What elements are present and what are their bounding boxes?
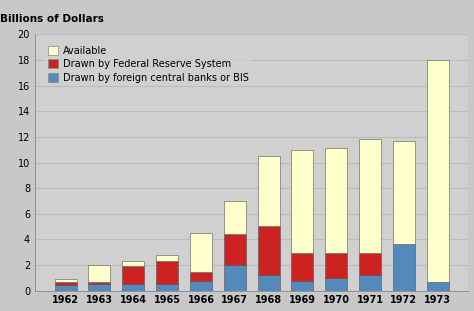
Bar bbox=[122, 261, 144, 266]
Bar bbox=[427, 60, 449, 282]
Bar bbox=[292, 253, 313, 281]
Bar bbox=[224, 265, 246, 290]
Bar bbox=[89, 284, 110, 290]
Bar bbox=[224, 234, 246, 265]
Bar bbox=[359, 253, 381, 275]
Bar bbox=[325, 253, 347, 278]
Bar bbox=[122, 266, 144, 284]
Bar bbox=[257, 275, 280, 290]
Bar bbox=[359, 139, 381, 253]
Bar bbox=[393, 244, 415, 290]
Bar bbox=[55, 279, 77, 282]
Bar bbox=[257, 156, 280, 226]
Bar bbox=[325, 278, 347, 290]
Bar bbox=[190, 233, 212, 272]
Bar bbox=[156, 261, 178, 284]
Bar bbox=[89, 282, 110, 284]
Bar bbox=[224, 201, 246, 234]
Bar bbox=[325, 148, 347, 253]
Bar bbox=[122, 284, 144, 290]
Bar bbox=[292, 150, 313, 253]
Bar bbox=[257, 226, 280, 275]
Bar bbox=[156, 284, 178, 290]
Bar bbox=[359, 275, 381, 290]
Bar bbox=[156, 255, 178, 261]
Bar bbox=[190, 281, 212, 290]
Bar bbox=[292, 281, 313, 290]
Bar bbox=[55, 285, 77, 290]
Bar bbox=[393, 141, 415, 244]
Bar bbox=[190, 272, 212, 281]
Bar bbox=[89, 265, 110, 282]
Legend: Available, Drawn by Federal Reserve System, Drawn by foreign central banks or BI: Available, Drawn by Federal Reserve Syst… bbox=[44, 42, 252, 86]
Text: Billions of Dollars: Billions of Dollars bbox=[0, 14, 104, 24]
Bar bbox=[427, 282, 449, 290]
Bar bbox=[55, 282, 77, 285]
